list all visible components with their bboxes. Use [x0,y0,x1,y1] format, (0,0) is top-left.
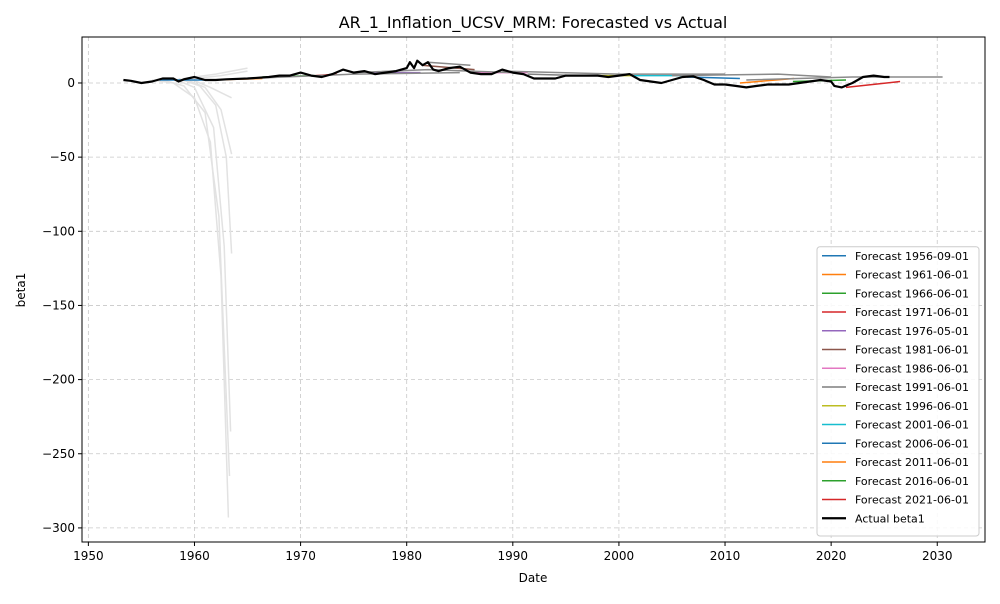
y-tick-label: −300 [42,521,75,535]
legend-label: Forecast 1991-06-01 [855,381,969,394]
forecast-line [746,76,943,81]
legend-box [816,246,980,537]
forecast-line [427,61,471,66]
legend-label: Actual beta1 [855,512,925,525]
x-axis-label: Date [519,571,548,585]
x-tick-label: 1990 [498,549,529,563]
legend-label: Forecast 1996-06-01 [855,400,969,413]
y-tick-label: −50 [50,150,75,164]
forecast-line [247,71,460,80]
legend-label: Forecast 1971-06-01 [855,306,969,319]
x-tick-label: 1950 [73,549,104,563]
legend-label: Forecast 1976-05-01 [855,325,969,338]
forecast-line [671,73,832,78]
legend-label: Forecast 2001-06-01 [855,419,969,432]
x-tick-label: 1960 [179,549,210,563]
plot-frame [81,36,986,543]
y-tick-label: −150 [42,298,75,312]
x-tick-label: 2030 [922,549,953,563]
y-axis-label: beta1 [14,273,28,308]
series-line [845,80,901,89]
forecast-line [353,68,513,74]
forecast-line [194,70,248,80]
legend-label: Forecast 1986-06-01 [855,362,969,375]
chart-title: AR_1_Inflation_UCSV_MRM: Forecasted vs A… [339,13,728,33]
legend-label: Forecast 2021-06-01 [855,494,969,507]
series-line [123,59,890,89]
y-tick-label: −250 [42,447,75,461]
forecast-line [183,77,233,155]
forecast-line [502,70,725,75]
y-tick-label: −100 [42,224,75,238]
plot-area [123,59,943,518]
legend-label: Forecast 1961-06-01 [855,269,969,282]
x-tick-label: 2010 [710,549,741,563]
forecast-line [178,77,233,254]
x-tick-label: 2000 [604,549,635,563]
forecast-line [173,77,232,432]
legend-label: Forecast 2006-06-01 [855,437,969,450]
x-tick-label: 2020 [816,549,847,563]
legend-label: Forecast 2011-06-01 [855,456,969,469]
forecast-line [188,77,232,99]
legend-label: Forecast 1981-06-01 [855,344,969,357]
x-tick-label: 1970 [285,549,316,563]
x-tick-label: 1980 [391,549,422,563]
legend-label: Forecast 2016-06-01 [855,475,969,488]
y-tick-label: 0 [67,76,75,90]
legend-label: Forecast 1966-06-01 [855,287,969,300]
y-tick-label: −200 [42,373,75,387]
legend-label: Forecast 1956-09-01 [855,250,969,263]
forecast-line [162,79,231,477]
